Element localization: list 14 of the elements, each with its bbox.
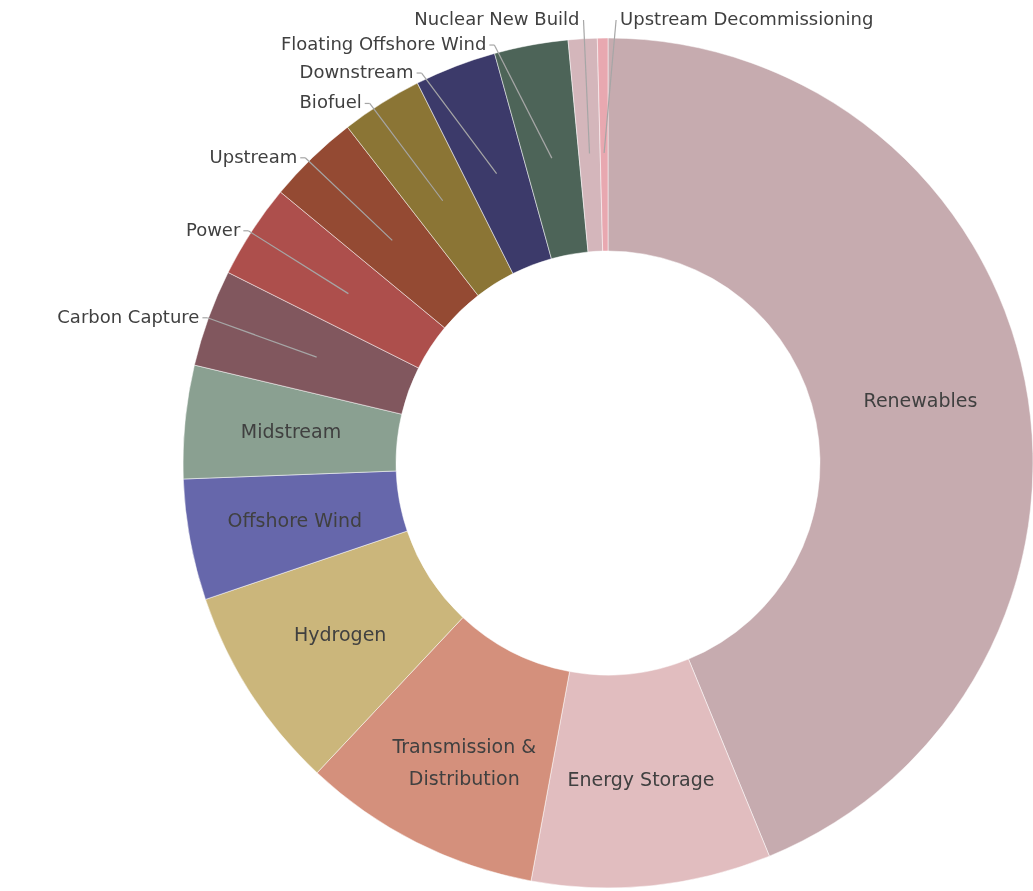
- slice-label: Downstream: [299, 61, 414, 83]
- slice-label: Power: [185, 218, 241, 240]
- slice-label: Renewables: [863, 389, 978, 412]
- slice-label: Floating Offshore Wind: [280, 33, 487, 55]
- slice-label: Carbon Capture: [57, 305, 200, 327]
- slice-label: Upstream Decommissioning: [620, 8, 874, 29]
- slice-label: Energy Storage: [567, 767, 715, 790]
- slice-label: Upstream: [209, 145, 298, 167]
- slice-label: Midstream: [240, 420, 342, 443]
- slice-label: Hydrogen: [293, 623, 387, 646]
- slice-label: Biofuel: [299, 91, 362, 113]
- slice-label: Nuclear New Build: [414, 8, 580, 29]
- slice-label: Offshore Wind: [227, 508, 363, 531]
- slice-label: Transmission & Distribution: [391, 735, 537, 790]
